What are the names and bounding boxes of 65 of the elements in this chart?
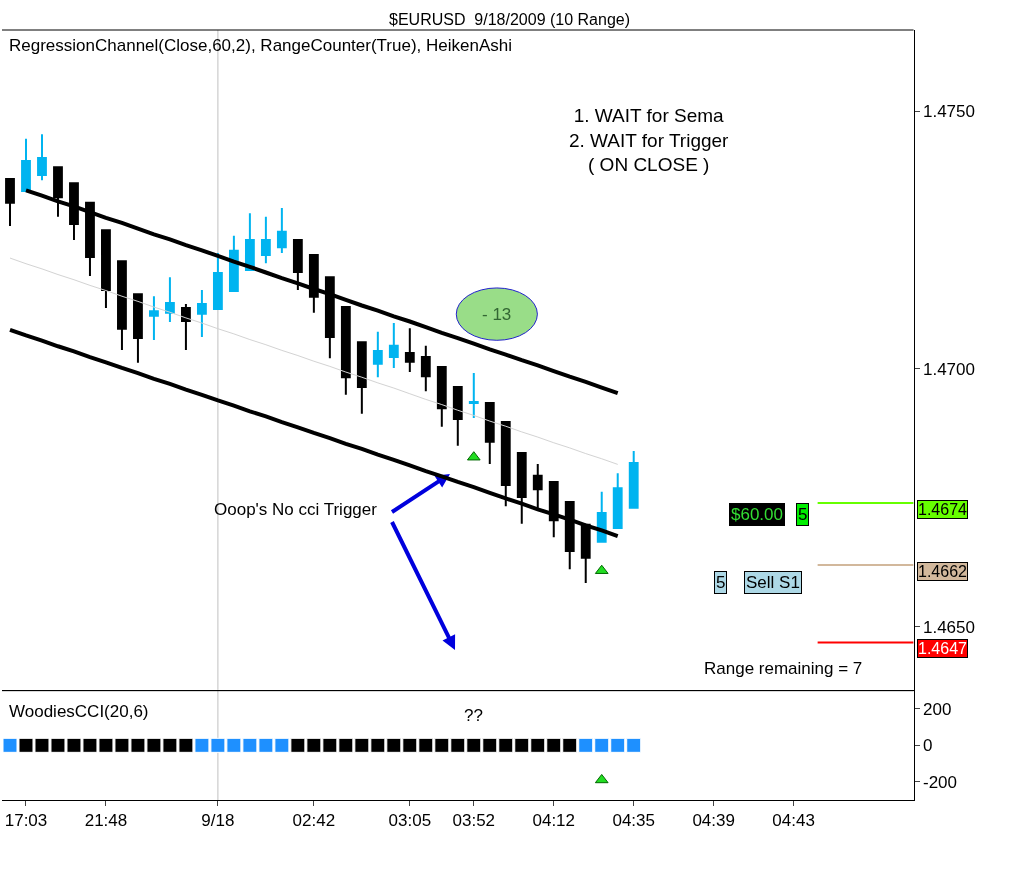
annotation: Range remaining = 7 — [704, 659, 863, 678]
candlestick — [324, 276, 335, 360]
candlestick — [468, 372, 479, 419]
y-tick-label: 1.4750 — [922, 101, 975, 121]
chart-subtitle: RegressionChannel(Close,60,2), RangeCounter(True), HeikenAshi — [9, 36, 513, 55]
candlestick — [340, 306, 351, 396]
y-tick-label: -200 — [922, 772, 958, 792]
candlestick — [117, 260, 127, 351]
candlestick — [500, 421, 511, 508]
candlestick — [516, 452, 527, 525]
candlestick — [149, 295, 159, 342]
candlestick — [260, 215, 271, 265]
candlestick — [21, 137, 31, 192]
candlestick — [165, 276, 175, 324]
candlestick — [292, 238, 303, 292]
x-tick-label: 04:43 — [772, 811, 815, 831]
ref-line-label: 1.4647 — [918, 640, 968, 657]
candlestick — [420, 344, 431, 393]
annotation: 1. WAIT for Sema 2. WAIT for Trigger ( ON CLOSE ) — [569, 105, 730, 176]
x-tick-label: 04:39 — [692, 811, 735, 831]
annotation: Ooop's No cci Trigger — [214, 500, 378, 519]
annotation: Sell S1 — [746, 573, 800, 592]
x-tick-label: 02:42 — [292, 811, 336, 831]
annotation: $60.00 — [731, 505, 783, 524]
x-tick-label: 9/18 — [201, 811, 235, 831]
candlestick — [308, 253, 319, 314]
annotation: - 13 — [482, 305, 512, 324]
x-tick-label: 17:03 — [4, 811, 48, 831]
y-tick-label: 0 — [922, 736, 933, 756]
candlestick — [532, 462, 543, 510]
candlestick — [5, 178, 15, 228]
ref-line-label: 1.4674 — [918, 501, 968, 518]
annotation: ?? — [464, 706, 483, 725]
candlestick — [404, 327, 415, 374]
annotation: 5 — [716, 573, 726, 592]
candlestick — [212, 251, 223, 311]
candlestick — [181, 302, 191, 351]
ref-line-label: 1.4662 — [918, 563, 968, 580]
candlestick — [196, 289, 207, 338]
line-series — [9, 257, 619, 465]
annotation: 5 — [798, 505, 808, 524]
text: WoodiesCCI(20,6) — [9, 702, 149, 721]
candlestick — [356, 341, 367, 415]
candlestick — [484, 402, 495, 465]
candlestick — [628, 450, 639, 509]
candlestick — [612, 472, 623, 529]
y-tick-label: 1.4700 — [922, 359, 975, 379]
x-tick-label: 04:12 — [532, 811, 576, 831]
candlestick — [388, 322, 399, 369]
x-tick-label: 04:35 — [612, 811, 655, 831]
y-tick-label: 1.4650 — [922, 617, 975, 637]
x-tick-label: 03:52 — [452, 811, 496, 831]
x-tick-label: 21:48 — [84, 811, 128, 831]
y-tick-label: 200 — [922, 699, 952, 719]
x-tick-label: 03:05 — [388, 811, 432, 831]
candlestick — [228, 234, 239, 293]
candlestick — [372, 330, 383, 379]
candlestick — [452, 386, 463, 447]
candlestick — [85, 201, 95, 278]
candlestick — [37, 133, 47, 182]
chart-title: $EURUSD 9/18/2009 (10 Range) — [389, 11, 631, 28]
candlestick — [101, 229, 111, 310]
candlestick — [133, 293, 143, 364]
candlestick — [276, 207, 287, 254]
candlestick — [436, 365, 447, 428]
